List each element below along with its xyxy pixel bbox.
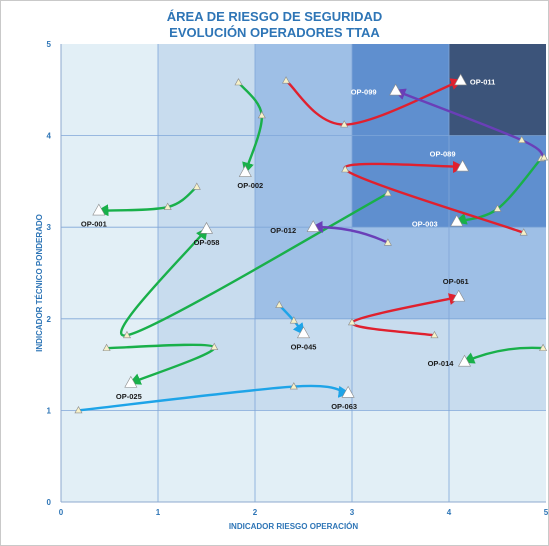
operator-point-op-025 <box>124 375 138 388</box>
history-point-marker <box>340 120 349 128</box>
history-point-marker <box>347 318 357 326</box>
trajectory-op-012 <box>310 220 389 244</box>
y-tick-label: 5 <box>47 40 52 49</box>
history-point-marker <box>74 406 83 414</box>
history-point-marker <box>234 78 243 86</box>
operator-label: OP-001 <box>81 220 107 229</box>
operator-point-op-063 <box>341 385 355 398</box>
trajectory-op-063 <box>78 384 351 412</box>
operator-label: OP-003 <box>412 220 438 229</box>
history-point-marker <box>282 76 291 84</box>
operator-point-op-045 <box>296 326 311 339</box>
operator-point-op-061 <box>452 289 466 302</box>
history-point-marker <box>517 135 526 143</box>
history-point-marker <box>275 300 284 308</box>
operator-point-op-014 <box>458 354 472 367</box>
y-tick-label: 1 <box>47 406 52 415</box>
history-point-marker <box>122 330 131 339</box>
x-tick-label: 5 <box>544 508 549 517</box>
history-point-marker <box>210 342 219 351</box>
operator-point-op-012 <box>306 220 320 232</box>
operator-label: OP-089 <box>430 150 456 159</box>
operator-label: OP-063 <box>331 402 357 411</box>
y-tick-label: 3 <box>47 223 52 232</box>
operator-label: OP-025 <box>116 392 142 401</box>
history-point-marker <box>102 343 111 351</box>
operator-point-op-003 <box>450 214 464 227</box>
y-axis-label: INDICADOR TÉCNICO PONDERADO <box>35 214 44 352</box>
operator-point-op-011 <box>454 73 468 86</box>
trajectory-op-058 <box>119 192 389 337</box>
x-axis-label: INDICADOR RIESGO OPERACIÓN <box>229 522 359 531</box>
operator-point-op-089 <box>456 159 470 172</box>
operator-point-op-002 <box>238 165 252 177</box>
history-point-marker <box>163 202 172 210</box>
history-point-marker <box>289 316 298 324</box>
history-point-marker <box>289 382 298 390</box>
operator-label: OP-002 <box>237 181 263 190</box>
x-tick-label: 3 <box>350 508 355 517</box>
history-point-marker <box>257 111 266 119</box>
history-point-marker <box>430 330 439 339</box>
operator-label: OP-012 <box>270 226 296 235</box>
operator-point-op-099 <box>389 83 403 96</box>
y-tick-label: 2 <box>47 315 52 324</box>
history-point-marker <box>341 165 350 173</box>
operator-label: OP-099 <box>351 88 377 97</box>
history-point-marker <box>540 153 549 161</box>
chart-subtitle: EVOLUCIÓN OPERADORES TTAA <box>169 25 380 40</box>
operator-label: OP-014 <box>428 359 455 368</box>
history-point-marker <box>192 182 201 190</box>
operator-label: OP-061 <box>443 277 469 286</box>
operator-point-op-058 <box>199 221 214 234</box>
trajectory-op-099 <box>393 88 545 159</box>
operator-point-op-001 <box>92 203 106 216</box>
operator-label: OP-011 <box>470 78 495 87</box>
history-point-marker <box>519 228 528 236</box>
history-point-marker <box>383 188 392 197</box>
y-tick-label: 0 <box>47 498 52 507</box>
x-tick-label: 0 <box>59 508 64 517</box>
history-point-marker <box>539 343 548 351</box>
y-tick-label: 4 <box>47 132 52 141</box>
risk-zone-5 <box>449 44 546 136</box>
history-point-marker <box>383 238 392 246</box>
x-tick-label: 4 <box>447 508 452 517</box>
x-tick-label: 1 <box>156 508 161 517</box>
operator-label: OP-045 <box>291 342 317 351</box>
trajectory-op-014 <box>462 346 544 364</box>
chart-title: ÁREA DE RIESGO DE SEGURIDAD <box>166 9 383 24</box>
operator-label: OP-058 <box>194 238 220 247</box>
x-tick-label: 2 <box>253 508 258 517</box>
history-point-marker <box>493 204 502 212</box>
